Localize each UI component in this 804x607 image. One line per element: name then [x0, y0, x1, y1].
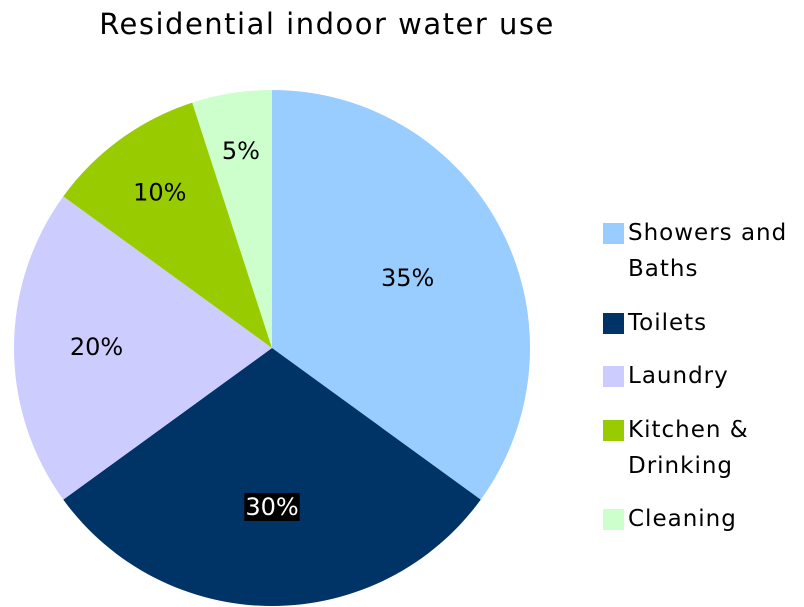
legend-entry: Laundry	[603, 358, 803, 394]
pie-slice	[63, 348, 481, 606]
pie-slice	[13, 196, 272, 500]
data-label: 10%	[133, 179, 186, 207]
data-label-background	[244, 492, 300, 521]
legend-entry: Showers and Baths	[603, 215, 803, 287]
legend: Showers and Baths Toilets Laundry Kitchen &…	[603, 215, 803, 537]
legend-label: Kitchen & Drinking	[628, 416, 749, 479]
legend-swatch	[603, 509, 624, 530]
legend-entry: Kitchen & Drinking	[603, 412, 803, 484]
data-label: 20%	[70, 333, 123, 361]
legend-swatch	[603, 223, 624, 244]
legend-label: Laundry	[628, 363, 729, 389]
data-label: 35%	[381, 264, 434, 292]
legend-entry: Toilets	[603, 305, 803, 341]
legend-swatch	[603, 419, 624, 441]
legend-entry: Cleaning	[603, 501, 803, 537]
pie-slice	[63, 102, 272, 349]
chart-title: Residential indoor water use	[99, 7, 555, 41]
pie-slice	[272, 90, 530, 500]
data-label: 5%	[222, 137, 260, 165]
legend-swatch	[603, 312, 624, 334]
pie-slice	[192, 90, 272, 348]
legend-label: Showers and Baths	[628, 220, 788, 282]
legend-label: Toilets	[628, 309, 708, 336]
legend-swatch	[603, 366, 624, 387]
legend-label: Cleaning	[628, 506, 737, 532]
data-label: 30%	[245, 493, 298, 521]
